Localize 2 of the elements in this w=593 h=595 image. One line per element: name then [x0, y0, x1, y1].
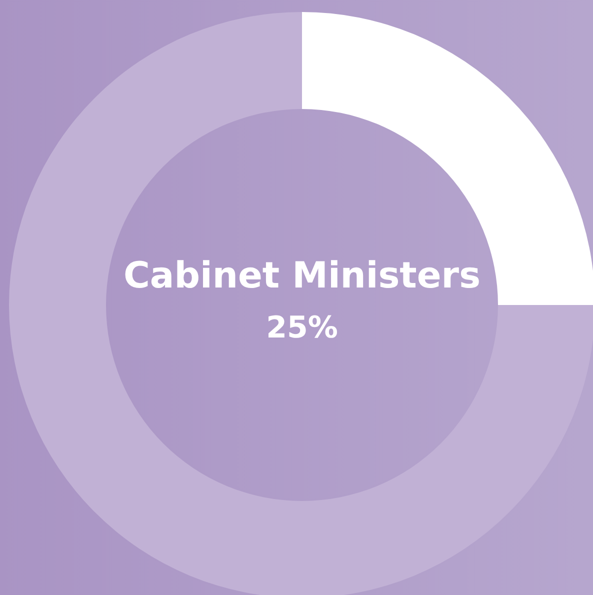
slice-label: Cabinet Ministers — [124, 256, 480, 296]
data-label: 25% — [266, 310, 338, 346]
